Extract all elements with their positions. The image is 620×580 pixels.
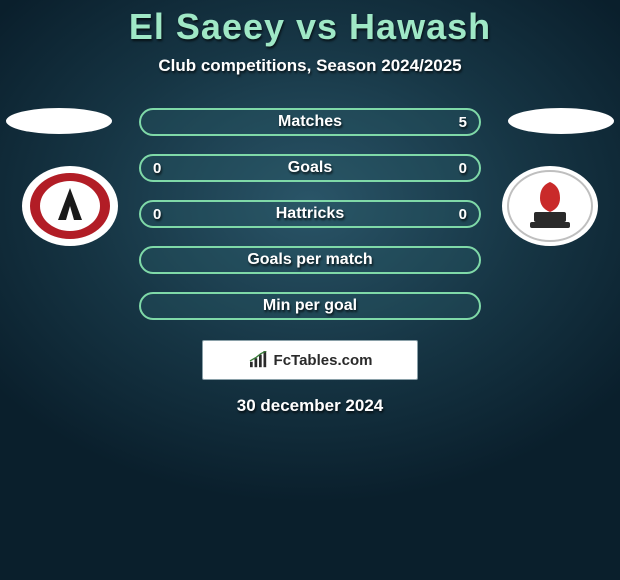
enppi-logo-icon: [500, 164, 600, 248]
player-oval-left: [6, 108, 112, 134]
bar-chart-icon: [248, 351, 270, 369]
stat-row-goals-per-match: Goals per match: [139, 246, 481, 274]
club-badge-right: [500, 164, 600, 248]
stat-row-hattricks: 0 Hattricks 0: [139, 200, 481, 228]
stat-row-min-per-goal: Min per goal: [139, 292, 481, 320]
date-text: 30 december 2024: [237, 396, 384, 416]
page-title: El Saeey vs Hawash: [129, 6, 491, 48]
stat-left-value: 0: [153, 206, 161, 223]
stat-right-value: 0: [459, 160, 467, 177]
stat-label: Hattricks: [141, 205, 479, 223]
stat-right-value: 5: [459, 114, 467, 131]
stat-row-goals: 0 Goals 0: [139, 154, 481, 182]
stat-label: Min per goal: [141, 297, 479, 315]
stat-label: Goals: [141, 159, 479, 177]
stat-row-matches: Matches 5: [139, 108, 481, 136]
stats-area: Matches 5 0 Goals 0 0 Hattricks 0 Goals …: [0, 108, 620, 320]
al-ahly-logo-icon: [20, 164, 120, 248]
content: El Saeey vs Hawash Club competitions, Se…: [0, 0, 620, 580]
stat-label: Matches: [141, 113, 479, 131]
stat-left-value: 0: [153, 160, 161, 177]
club-badge-left: [20, 164, 120, 248]
subtitle: Club competitions, Season 2024/2025: [158, 56, 461, 76]
stat-bars: Matches 5 0 Goals 0 0 Hattricks 0 Goals …: [139, 108, 481, 320]
stat-right-value: 0: [459, 206, 467, 223]
stat-label: Goals per match: [141, 251, 479, 269]
brand-text: FcTables.com: [274, 352, 373, 369]
player-oval-right: [508, 108, 614, 134]
brand-card[interactable]: FcTables.com: [202, 340, 418, 380]
